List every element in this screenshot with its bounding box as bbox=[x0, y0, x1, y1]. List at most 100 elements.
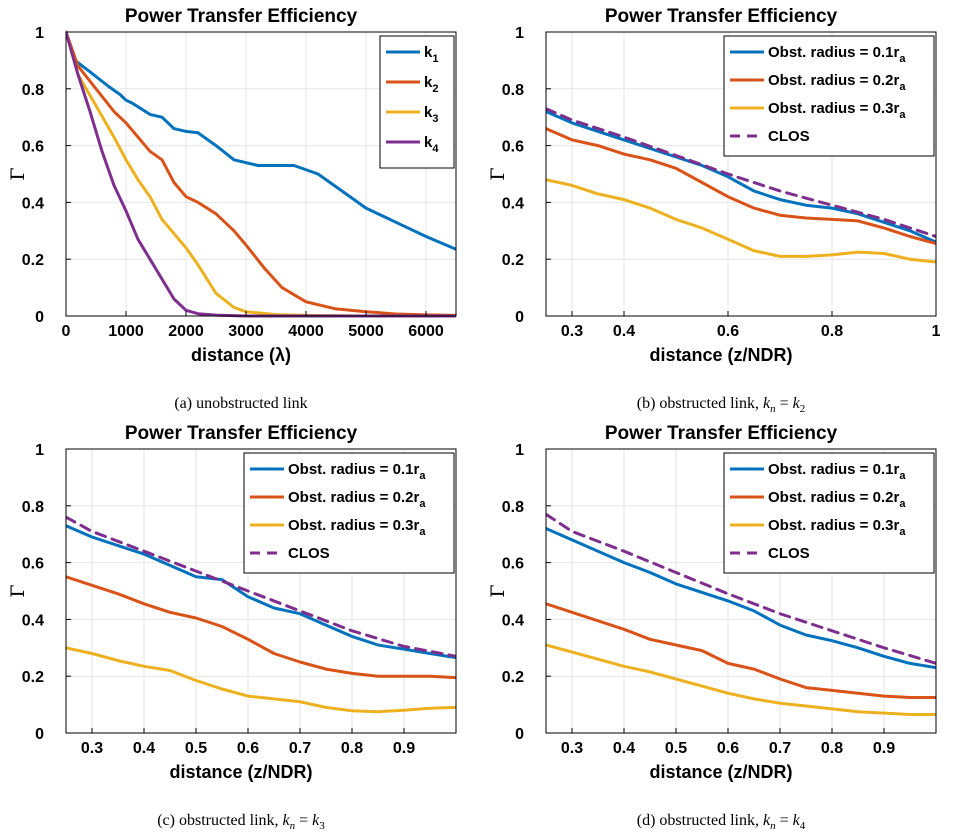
x-tick-label: 0.3 bbox=[561, 740, 583, 757]
x-tick-label: 3000 bbox=[228, 323, 264, 340]
y-axis-label: Γ bbox=[7, 167, 29, 180]
series-line-4 bbox=[546, 512, 936, 665]
series-line-2 bbox=[66, 30, 456, 317]
legend-label-4: CLOS bbox=[288, 545, 330, 562]
legend-label-3: Obst. radius = 0.3ra bbox=[768, 517, 906, 538]
legend-label-text: Obst. radius = 0.3r bbox=[768, 517, 899, 534]
x-tick-label: 0.6 bbox=[717, 323, 739, 340]
legend-label-4: CLOS bbox=[768, 545, 810, 562]
legend-label-subscript: a bbox=[419, 526, 426, 538]
caption-eq: = bbox=[776, 812, 793, 829]
legend-label-text: CLOS bbox=[288, 545, 330, 562]
x-tick-label: 1 bbox=[932, 323, 941, 340]
y-tick-label: 0.4 bbox=[502, 612, 524, 629]
x-tick-label: 0.7 bbox=[769, 740, 791, 757]
chart-b: 0.3 0.4 0.6 0.8 1 0 0.2 0.4 0.6 0.8 1 Power Transfe… bbox=[487, 6, 941, 415]
legend-label-subscript: a bbox=[899, 526, 906, 538]
y-tick-label: 0 bbox=[35, 726, 44, 743]
legend-label-subscript: 2 bbox=[432, 83, 438, 95]
chart-c: 0.3 0.4 0.5 0.6 0.7 0.8 0.9 0 0.2 0.4 0.6 0.8 1 Power… bbox=[7, 423, 457, 832]
y-axis-label: Γ bbox=[487, 584, 509, 597]
legend-label-text: CLOS bbox=[768, 545, 810, 562]
y-tick-label: 0 bbox=[35, 309, 44, 326]
chart-title: Power Transfer Efficiency bbox=[605, 423, 838, 444]
legend-label-subscript: a bbox=[899, 109, 906, 121]
x-tick-label: 0.7 bbox=[289, 740, 311, 757]
x-tick-label: 0.8 bbox=[821, 740, 843, 757]
caption-sub-n: n bbox=[770, 820, 776, 832]
y-tick-label: 0.8 bbox=[22, 499, 44, 516]
y-tick-label: 0.6 bbox=[502, 556, 524, 573]
legend-label-text: Obst. radius = 0.1r bbox=[768, 461, 899, 478]
legend-label-subscript: 4 bbox=[432, 143, 439, 155]
y-tick-label: 0.4 bbox=[22, 195, 44, 212]
legend-label-text: k bbox=[424, 74, 433, 91]
y-tick-label: 0.2 bbox=[22, 669, 44, 686]
caption-k: k bbox=[283, 812, 291, 829]
legend-label-subscript: a bbox=[899, 498, 906, 510]
caption-eq: = bbox=[295, 812, 312, 829]
caption-k: k bbox=[312, 812, 320, 829]
legend-label-text: Obst. radius = 0.2r bbox=[768, 489, 899, 506]
x-tick-label: 0.3 bbox=[561, 323, 583, 340]
y-tick-label: 1 bbox=[35, 442, 44, 459]
caption-sub-value: 3 bbox=[319, 820, 325, 832]
legend-label-subscript: 3 bbox=[432, 113, 438, 125]
caption-text: (b) obstructed link, bbox=[637, 395, 763, 412]
x-tick-label: 0.8 bbox=[341, 740, 363, 757]
figure-caption: (d) obstructed link, kn = k4 bbox=[637, 812, 806, 832]
x-tick-label: 0.5 bbox=[185, 740, 207, 757]
axes-frame bbox=[65, 31, 457, 317]
series-group bbox=[546, 512, 936, 716]
axes-frame bbox=[65, 448, 457, 734]
y-tick-label: 1 bbox=[515, 442, 524, 459]
caption-k: k bbox=[763, 395, 771, 412]
x-axis-label: distance (z/NDR) bbox=[649, 345, 792, 365]
x-tick-label: 0.6 bbox=[717, 740, 739, 757]
legend-label-text: Obst. radius = 0.1r bbox=[288, 461, 419, 478]
x-tick-label: 0.8 bbox=[821, 323, 843, 340]
series-group bbox=[66, 515, 456, 714]
figure-caption: (c) obstructed link, kn = k3 bbox=[157, 812, 325, 832]
y-tick-label: 0.4 bbox=[502, 195, 524, 212]
legend-label-subscript: a bbox=[899, 53, 906, 65]
legend-label-3: Obst. radius = 0.3ra bbox=[768, 100, 906, 121]
x-tick-label: 0.4 bbox=[133, 740, 155, 757]
y-tick-label: 0 bbox=[515, 309, 524, 326]
legend-label-4: k4 bbox=[424, 134, 439, 155]
x-tick-label: 0.9 bbox=[873, 740, 895, 757]
legend-label-2: Obst. radius = 0.2ra bbox=[768, 489, 906, 510]
legend-label-text: k bbox=[424, 44, 433, 61]
series-group bbox=[546, 107, 936, 264]
y-tick-label: 0.6 bbox=[502, 139, 524, 156]
legend-label-text: Obst. radius = 0.3r bbox=[288, 517, 419, 534]
x-tick-label: 0 bbox=[62, 323, 71, 340]
caption-text: (c) obstructed link, bbox=[157, 812, 282, 829]
chart-d: 0.3 0.4 0.5 0.6 0.7 0.8 0.9 0 0.2 0.4 0.6 0.8 1 Power… bbox=[487, 423, 937, 832]
x-axis-label: distance (λ) bbox=[191, 345, 291, 365]
x-tick-label: 2000 bbox=[168, 323, 204, 340]
x-tick-label: 4000 bbox=[288, 323, 324, 340]
series-line-1 bbox=[66, 524, 456, 660]
legend-label-text: CLOS bbox=[768, 128, 810, 145]
legend-label-subscript: a bbox=[419, 498, 426, 510]
legend-label-2: k2 bbox=[424, 74, 438, 95]
x-tick-label: 5000 bbox=[348, 323, 384, 340]
legend-label-1: Obst. radius = 0.1ra bbox=[768, 461, 906, 482]
y-axis-label: Γ bbox=[7, 584, 29, 597]
legend-label-1: Obst. radius = 0.1ra bbox=[288, 461, 426, 482]
figure-caption: (b) obstructed link, kn = k2 bbox=[637, 395, 805, 415]
legend-label-2: Obst. radius = 0.2ra bbox=[768, 72, 906, 93]
legend-label-subscript: a bbox=[899, 470, 906, 482]
legend-label-text: Obst. radius = 0.2r bbox=[288, 489, 419, 506]
legend-box bbox=[723, 452, 935, 574]
axes-frame bbox=[545, 448, 937, 734]
x-tick-label: 0.3 bbox=[81, 740, 103, 757]
caption-sub-value: 2 bbox=[800, 403, 806, 415]
caption-text: (a) unobstructed link bbox=[174, 395, 307, 412]
series-line-4 bbox=[66, 515, 456, 658]
chart-title: Power Transfer Efficiency bbox=[125, 423, 358, 444]
